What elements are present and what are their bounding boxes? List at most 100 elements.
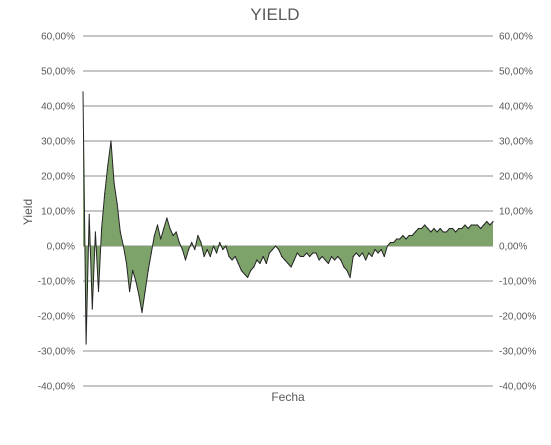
data-point bbox=[116, 203, 118, 205]
data-point bbox=[265, 262, 267, 265]
data-point bbox=[160, 238, 162, 240]
data-point bbox=[464, 224, 466, 226]
data-point bbox=[411, 234, 413, 237]
data-point bbox=[293, 259, 295, 261]
data-point bbox=[374, 248, 376, 251]
data-point bbox=[284, 259, 286, 261]
data-point bbox=[315, 252, 317, 254]
data-point bbox=[309, 255, 311, 258]
data-point bbox=[461, 227, 463, 230]
data-point bbox=[275, 245, 277, 247]
data-point bbox=[122, 245, 124, 247]
y-tick-label-right: 0,00% bbox=[499, 242, 527, 253]
data-point bbox=[203, 255, 205, 258]
data-point bbox=[85, 343, 87, 345]
data-point bbox=[278, 248, 280, 251]
x-axis-title: Fecha bbox=[271, 390, 305, 404]
data-point bbox=[281, 255, 283, 258]
data-point bbox=[184, 259, 187, 261]
data-point bbox=[101, 227, 103, 230]
y-tick-label-left: 20,00% bbox=[41, 172, 75, 183]
data-point bbox=[408, 234, 410, 237]
data-point bbox=[299, 255, 301, 258]
y-tick-label-right: -40,00% bbox=[499, 382, 536, 393]
data-point bbox=[414, 231, 416, 233]
y-tick-label-right: -20,00% bbox=[499, 312, 536, 323]
data-point bbox=[166, 217, 168, 219]
y-tick-label-right: 50,00% bbox=[499, 67, 533, 78]
y-axis-right: 60,00% 50,00% 40,00% 30,00% 20,00% 10,00% 0,00… bbox=[499, 32, 536, 393]
data-point bbox=[421, 227, 423, 230]
data-point bbox=[212, 245, 215, 247]
y-tick-label-right: 60,00% bbox=[499, 32, 533, 43]
data-point bbox=[150, 252, 152, 254]
data-point bbox=[104, 192, 106, 195]
data-point bbox=[138, 294, 140, 296]
gridlines bbox=[83, 35, 493, 387]
data-point bbox=[231, 259, 233, 261]
y-tick-label-left: -10,00% bbox=[38, 277, 75, 288]
data-point bbox=[476, 224, 479, 226]
data-point bbox=[343, 266, 345, 268]
data-point bbox=[417, 227, 420, 230]
data-point bbox=[473, 224, 475, 226]
data-point bbox=[194, 248, 196, 251]
data-point bbox=[383, 255, 385, 258]
data-point bbox=[467, 227, 469, 230]
data-point bbox=[197, 234, 199, 237]
y-tick-label-right: 20,00% bbox=[499, 172, 533, 183]
data-point bbox=[156, 224, 159, 226]
data-point bbox=[349, 276, 351, 279]
data-point bbox=[361, 252, 364, 254]
y-tick-label-left: 60,00% bbox=[41, 32, 75, 43]
data-point bbox=[191, 241, 193, 244]
data-point bbox=[200, 241, 202, 244]
plot-area bbox=[82, 91, 494, 345]
data-point bbox=[209, 255, 211, 258]
data-point bbox=[268, 252, 270, 254]
data-point bbox=[237, 262, 239, 265]
data-point bbox=[240, 269, 242, 272]
data-point bbox=[424, 224, 426, 226]
data-point bbox=[483, 224, 485, 226]
data-point bbox=[144, 290, 146, 293]
data-point bbox=[402, 234, 404, 237]
data-point bbox=[253, 266, 255, 268]
data-point bbox=[380, 248, 382, 251]
data-point bbox=[439, 227, 441, 230]
data-point bbox=[480, 227, 482, 230]
data-point bbox=[389, 241, 392, 244]
data-point bbox=[97, 290, 100, 293]
data-point bbox=[448, 227, 451, 230]
data-point bbox=[259, 262, 261, 265]
data-point bbox=[107, 164, 109, 167]
yield-area-fill bbox=[83, 92, 493, 344]
data-point bbox=[290, 266, 292, 268]
data-point bbox=[318, 259, 320, 261]
data-point bbox=[119, 231, 121, 233]
data-point bbox=[250, 269, 252, 272]
data-point bbox=[147, 269, 149, 272]
data-point bbox=[247, 276, 249, 279]
data-point bbox=[169, 227, 171, 230]
data-point bbox=[178, 241, 180, 244]
data-point bbox=[222, 248, 224, 251]
data-point bbox=[262, 255, 264, 258]
data-point bbox=[442, 231, 444, 233]
data-point bbox=[405, 238, 407, 240]
data-point bbox=[489, 224, 491, 226]
data-point bbox=[445, 231, 447, 233]
data-point bbox=[82, 91, 84, 93]
y-tick-label-right: 30,00% bbox=[499, 137, 533, 148]
data-point bbox=[330, 255, 333, 258]
y-axis-left: 60,00% 50,00% 40,00% 30,00% 20,00% 10,00% 0,00… bbox=[38, 32, 75, 393]
y-axis-title: Yield bbox=[21, 199, 35, 225]
data-point bbox=[129, 290, 131, 293]
data-point bbox=[399, 238, 401, 240]
data-point bbox=[377, 252, 379, 254]
data-point bbox=[321, 255, 323, 258]
data-point bbox=[327, 262, 329, 265]
data-point bbox=[88, 213, 90, 216]
data-point bbox=[271, 248, 274, 251]
